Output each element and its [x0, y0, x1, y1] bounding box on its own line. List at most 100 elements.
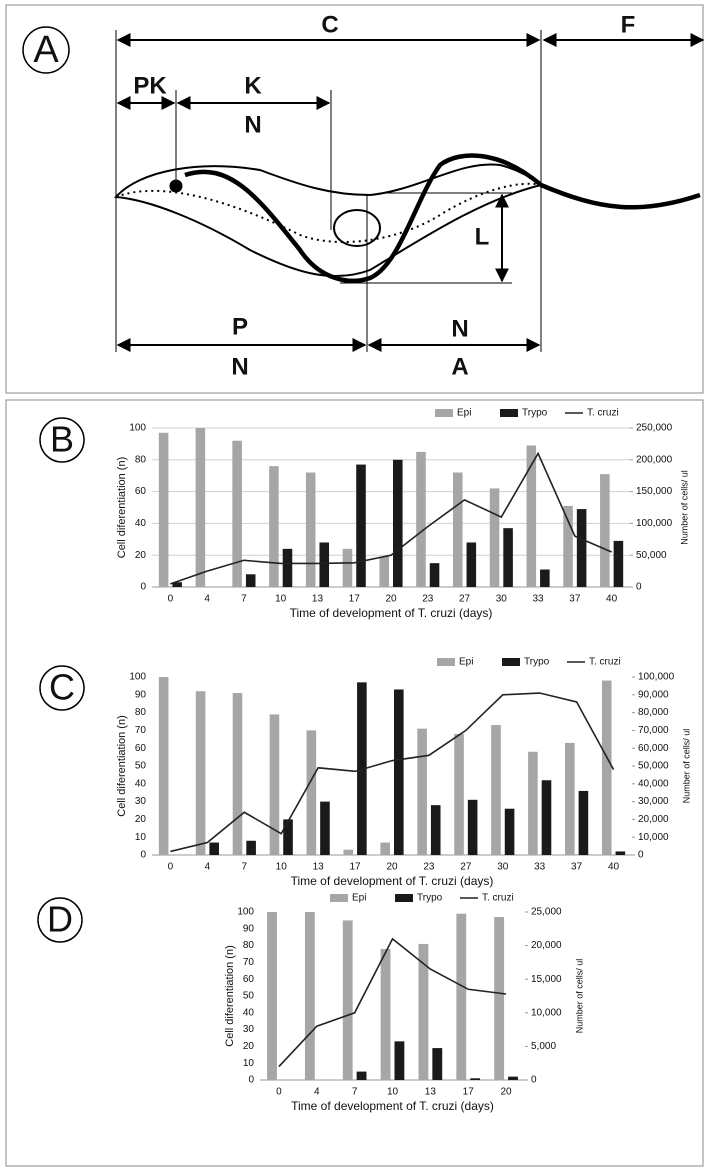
x-tick-label: 13 — [425, 1087, 437, 1098]
bar — [429, 563, 440, 587]
y-tick-label: 20 — [243, 1041, 255, 1052]
x-tick-label: 13 — [313, 862, 325, 873]
y-tick-label: 90 — [243, 923, 255, 934]
y-tick-label: 30 — [135, 796, 147, 807]
y2-tick-label: 20,000 — [531, 940, 562, 951]
bar — [342, 920, 353, 1080]
bar — [600, 474, 610, 587]
bar — [356, 1071, 367, 1080]
panel-box — [5, 399, 704, 1167]
y-tick-label: 0 — [140, 582, 146, 593]
x-tick-label: 17 — [349, 594, 361, 605]
x-tick-label: 4 — [314, 1087, 320, 1098]
bar — [528, 751, 538, 855]
line — [278, 937, 507, 1068]
y-tick-label: 0 — [140, 850, 146, 861]
bar — [232, 440, 242, 587]
y2-tick-label: 200,000 — [636, 454, 673, 465]
legend-swatch — [500, 409, 518, 417]
bar — [394, 689, 404, 855]
y2-tick-label: 100,000 — [638, 672, 675, 683]
x-axis-label: Time of development of T. cruzi (days) — [291, 1099, 494, 1113]
bar — [319, 542, 330, 587]
bar — [578, 790, 589, 855]
legend-label: Epi — [352, 893, 366, 904]
y-tick-label: 80 — [135, 454, 147, 465]
bar — [380, 842, 390, 855]
y2-tick-label: 100,000 — [636, 518, 673, 529]
y2-tick-label: 50,000 — [638, 761, 669, 772]
x-tick-label: 10 — [275, 594, 287, 605]
y-axis-label: Cell diferentiation (n) — [116, 457, 128, 559]
x-tick-label: 37 — [571, 862, 583, 873]
y2-tick-label: 50,000 — [636, 550, 667, 561]
bar — [470, 1078, 481, 1080]
legend-label: Trypo — [522, 408, 548, 419]
y2-tick-label: 5,000 — [531, 1041, 556, 1052]
y2-tick-label: 20,000 — [638, 814, 669, 825]
y2-axis-label: Number of cells/ ul — [681, 729, 691, 804]
bar — [541, 780, 552, 855]
y-axis-label: Cell diferentiation (n) — [116, 715, 128, 817]
y-tick-label: 20 — [135, 814, 147, 825]
x-tick-label: 40 — [608, 862, 620, 873]
panel-box — [5, 4, 704, 394]
bar — [466, 542, 477, 587]
bar — [282, 548, 293, 587]
bar — [269, 714, 280, 855]
bar — [320, 801, 330, 855]
y2-tick-label: 90,000 — [638, 689, 669, 700]
bar — [172, 582, 182, 587]
x-tick-label: 20 — [386, 862, 398, 873]
legend-label: T. cruzi — [587, 408, 619, 419]
bar — [504, 808, 515, 855]
panel-label: D — [47, 899, 73, 940]
diagram-label: A — [451, 353, 468, 380]
x-tick-label: 23 — [423, 862, 435, 873]
bar — [380, 948, 391, 1080]
diagram-label: N — [451, 315, 468, 342]
diagram-label: F — [621, 11, 636, 38]
bar — [304, 912, 315, 1080]
y-tick-label: 40 — [243, 1007, 255, 1018]
bar — [232, 693, 243, 855]
y2-axis-label: Number of cells/ ul — [679, 470, 689, 545]
y2-tick-label: 80,000 — [638, 707, 669, 718]
panel-label: B — [50, 419, 74, 460]
x-tick-label: 33 — [534, 862, 546, 873]
x-tick-label: 4 — [204, 594, 210, 605]
bar — [246, 840, 256, 855]
y-tick-label: 50 — [243, 991, 255, 1002]
y-tick-label: 60 — [135, 743, 147, 754]
y2-tick-label: 15,000 — [531, 974, 562, 985]
y-tick-label: 90 — [135, 689, 147, 700]
x-tick-label: 7 — [352, 1087, 358, 1098]
flagellum — [184, 153, 701, 283]
diagram-label: N — [244, 111, 261, 138]
bar — [393, 459, 403, 587]
y2-tick-label: 40,000 — [638, 778, 669, 789]
x-tick-label: 0 — [168, 594, 174, 605]
y-tick-label: 60 — [243, 974, 255, 985]
legend-label: T. cruzi — [482, 893, 514, 904]
bar — [563, 505, 573, 587]
diagram-label: K — [244, 72, 262, 99]
y-tick-label: 10 — [135, 832, 147, 843]
x-tick-label: 0 — [168, 862, 174, 873]
bar — [418, 943, 429, 1080]
bar — [601, 680, 612, 855]
x-tick-label: 20 — [385, 594, 397, 605]
panel-circle — [37, 897, 83, 943]
legend-swatch — [330, 894, 348, 902]
bar — [245, 574, 256, 587]
y-tick-label: 70 — [243, 957, 255, 968]
y-tick-label: 100 — [129, 423, 146, 434]
y2-tick-label: 10,000 — [638, 832, 669, 843]
x-tick-label: 10 — [387, 1087, 399, 1098]
y2-tick-label: 0 — [636, 582, 642, 593]
bar — [417, 728, 427, 855]
x-tick-label: 7 — [241, 594, 247, 605]
bar — [416, 451, 426, 587]
